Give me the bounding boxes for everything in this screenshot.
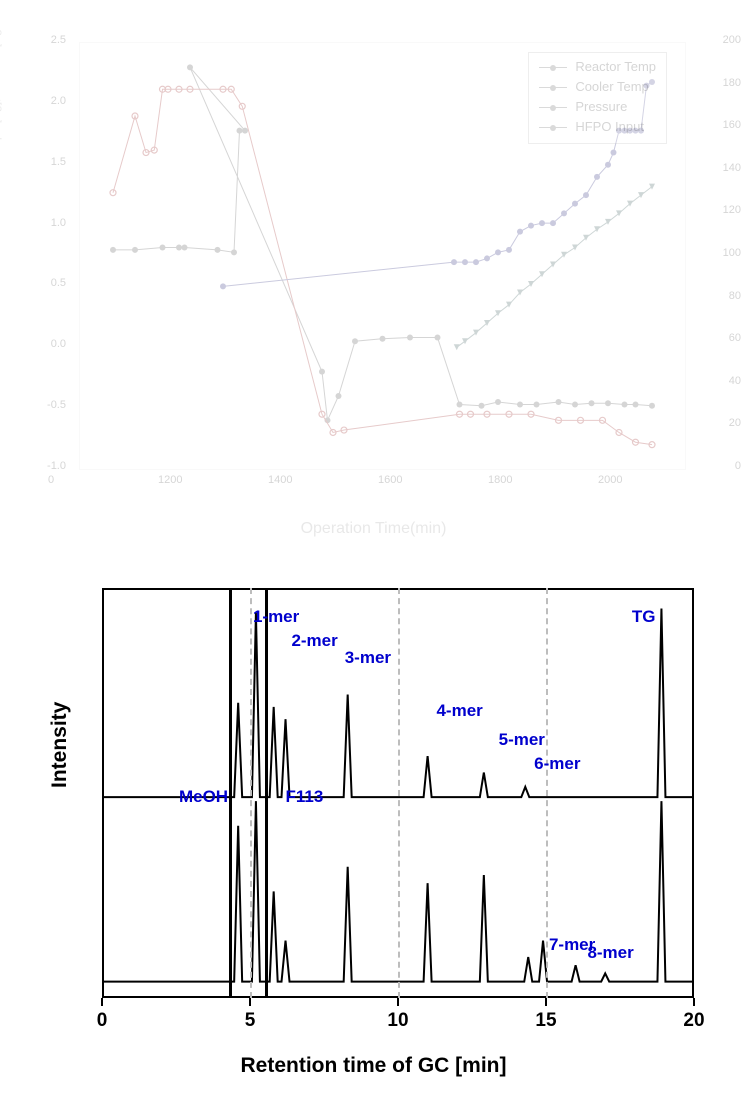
top-ytick-left: 2.0 xyxy=(6,95,66,107)
top-xtick: 1200 xyxy=(158,474,182,486)
top-ytick-right: 180 xyxy=(723,77,741,89)
top-xtick: 2000 xyxy=(598,474,622,486)
top-xtick: 0 xyxy=(48,474,54,486)
chromatogram-x-ticks: 05101520 xyxy=(102,1004,694,1034)
grid-line xyxy=(250,588,252,998)
top-ytick-right: 80 xyxy=(729,290,741,302)
top-xtick: 1800 xyxy=(488,474,512,486)
top-ytick-left: -0.5 xyxy=(6,399,66,411)
top-ytick-left: 1.5 xyxy=(6,156,66,168)
peak-label-f113: F113 xyxy=(286,787,324,807)
legend-item-1: Cooler Temp xyxy=(575,77,648,97)
peak-label-2-mer: 2-mer xyxy=(291,631,337,651)
top-ytick-right: 20 xyxy=(729,417,741,429)
top-ytick-right: 140 xyxy=(723,162,741,174)
top-ytick-right: 60 xyxy=(729,332,741,344)
legend-item-0: Reactor Temp xyxy=(575,57,656,77)
top-ytick-right: 0 xyxy=(735,460,741,472)
top-ytick-right: 160 xyxy=(723,119,741,131)
saturated-peak-line xyxy=(229,588,232,998)
top-x-label: Operation Time(min) xyxy=(0,520,747,538)
chromatogram-xtick: 0 xyxy=(97,1010,108,1032)
peak-label-3-mer: 3-mer xyxy=(345,648,391,668)
legend-item-3: HFPO Input xyxy=(575,117,644,137)
top-ytick-right: 120 xyxy=(723,204,741,216)
chromatogram-xtick: 5 xyxy=(245,1010,256,1032)
saturated-peak-line xyxy=(265,588,268,998)
peak-label-1-mer: 1-mer xyxy=(253,607,299,627)
top-ytick-left: 0.0 xyxy=(6,338,66,350)
top-legend: Reactor Temp Cooler Temp Pressure HFPO I… xyxy=(528,52,667,144)
chromatogram-xtick: 15 xyxy=(535,1010,556,1032)
top-ytick-right: 100 xyxy=(723,247,741,259)
chromatogram-xtick: 20 xyxy=(683,1010,704,1032)
top-ytick-left: 1.0 xyxy=(6,217,66,229)
top-y-left-ticks: -1.0 -0.5 0.0 0.5 1.0 1.5 2.0 2.5 xyxy=(0,30,70,470)
top-xtick: 1400 xyxy=(268,474,292,486)
peak-label-8-mer: 8-mer xyxy=(587,943,633,963)
top-xtick: 1600 xyxy=(378,474,402,486)
grid-line xyxy=(398,588,400,998)
top-y-right-ticks: 0 20 40 60 80 100 120 140 160 180 200 xyxy=(685,30,747,470)
chromatogram-xtick: 10 xyxy=(387,1010,408,1032)
peak-label-4-mer: 4-mer xyxy=(436,701,482,721)
peak-label-5-mer: 5-mer xyxy=(499,730,545,750)
top-ytick-left: 2.5 xyxy=(6,34,66,46)
top-ytick-right: 200 xyxy=(723,34,741,46)
top-x-ticks: 012001400160018002000 xyxy=(60,470,700,494)
legend-item-2: Pressure xyxy=(575,97,627,117)
top-y-left-label: HFPO Accumulative input[Kg], Pressure[Kg… xyxy=(0,0,2,260)
peak-label-tg: TG xyxy=(632,607,656,627)
grid-line xyxy=(546,588,548,998)
peak-label-6-mer: 6-mer xyxy=(534,754,580,774)
chromatogram-x-label: Retention time of GC [min] xyxy=(0,1054,747,1078)
top-ytick-left: 0.5 xyxy=(6,277,66,289)
peak-label-meoh: MeOH xyxy=(179,787,228,807)
chromatogram-y-label: Intensity xyxy=(48,702,72,788)
top-ytick-left: -1.0 xyxy=(6,460,66,472)
top-ytick-right: 40 xyxy=(729,375,741,387)
